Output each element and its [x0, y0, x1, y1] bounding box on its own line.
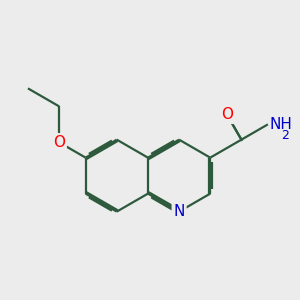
Text: NH: NH	[270, 117, 292, 132]
Text: 2: 2	[281, 129, 289, 142]
Text: O: O	[53, 135, 65, 150]
Text: N: N	[173, 204, 185, 219]
Text: O: O	[221, 107, 233, 122]
